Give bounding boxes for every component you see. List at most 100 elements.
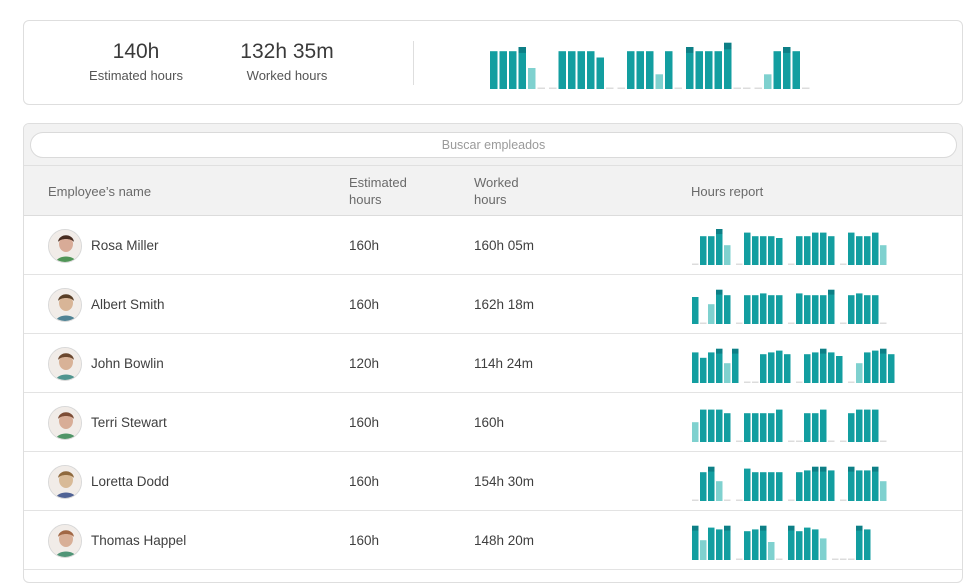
hours-bar bbox=[768, 236, 775, 265]
avatar-thomas bbox=[48, 524, 82, 558]
hours-bar bbox=[760, 472, 767, 501]
hours-bar bbox=[804, 236, 811, 265]
table-row[interactable]: Albert Smith 160h 162h 18m bbox=[24, 275, 962, 334]
estimated-hours: 160h bbox=[349, 474, 380, 489]
search-input[interactable] bbox=[30, 132, 957, 158]
hours-bar bbox=[646, 51, 654, 89]
hours-bar bbox=[768, 413, 775, 442]
hours-bar bbox=[872, 232, 879, 265]
hours-bar bbox=[724, 413, 731, 442]
table-row[interactable]: John Bowlin 120h 114h 24m bbox=[24, 334, 962, 393]
hours-bar bbox=[692, 422, 699, 442]
overtime-mark bbox=[724, 525, 731, 531]
hours-bar bbox=[848, 295, 855, 324]
hours-bar bbox=[686, 47, 694, 89]
hours-bar bbox=[848, 413, 855, 442]
hours-bar bbox=[665, 51, 673, 89]
overtime-mark bbox=[724, 42, 732, 50]
overtime-mark bbox=[848, 466, 855, 472]
hours-bar bbox=[714, 51, 722, 89]
hours-bar bbox=[692, 297, 699, 324]
empty-day-mark bbox=[724, 499, 731, 501]
hours-bar bbox=[760, 293, 767, 324]
avatar-rosa bbox=[48, 229, 82, 263]
hours-bar bbox=[700, 472, 707, 501]
hours-bar bbox=[820, 538, 827, 560]
empty-day-mark bbox=[776, 558, 783, 560]
table-row[interactable]: Loretta Dodd 160h 154h 30m bbox=[24, 452, 962, 511]
hours-bar bbox=[836, 356, 843, 383]
hours-bar bbox=[820, 466, 827, 501]
hours-bar bbox=[708, 527, 715, 560]
hours-bar bbox=[776, 409, 783, 442]
hours-bar bbox=[752, 236, 759, 265]
hours-bar bbox=[848, 232, 855, 265]
hours-bar bbox=[820, 348, 827, 383]
hours-bar bbox=[796, 531, 803, 560]
hours-bar bbox=[724, 525, 731, 560]
search-bar bbox=[24, 124, 962, 166]
estimated-hours-value: 140h bbox=[112, 40, 160, 63]
hours-bar bbox=[804, 413, 811, 442]
hours-bar bbox=[888, 354, 895, 383]
hours-bar bbox=[708, 409, 715, 442]
hours-bar bbox=[744, 468, 751, 501]
hours-bar bbox=[872, 466, 879, 501]
hours-bar bbox=[864, 470, 871, 501]
hours-bar bbox=[796, 236, 803, 265]
table-row[interactable]: Rosa Miller 160h 160h 05m bbox=[24, 216, 962, 275]
empty-day-mark bbox=[832, 558, 839, 560]
hours-bar bbox=[744, 295, 751, 324]
hours-bar bbox=[752, 472, 759, 501]
hours-bar bbox=[880, 481, 887, 501]
table-row[interactable]: Terri Stewart 160h 160h bbox=[24, 393, 962, 452]
overtime-mark bbox=[820, 348, 827, 354]
hours-bar bbox=[768, 295, 775, 324]
hours-bar bbox=[872, 409, 879, 442]
hours-report-chart bbox=[692, 229, 887, 265]
hours-bar bbox=[792, 51, 800, 89]
hours-bar bbox=[880, 245, 887, 265]
hours-bar bbox=[744, 531, 751, 560]
empty-day-mark bbox=[788, 322, 795, 324]
hours-bar bbox=[627, 51, 635, 89]
estimated-hours-label: Estimated hours bbox=[89, 68, 183, 83]
hours-bar bbox=[700, 409, 707, 442]
hours-bar bbox=[692, 525, 699, 560]
hours-bar bbox=[596, 57, 604, 89]
hours-bar bbox=[812, 232, 819, 265]
hours-bar bbox=[568, 51, 576, 89]
hours-bar bbox=[760, 354, 767, 383]
table-row[interactable]: Thomas Happel 160h 148h 20m bbox=[24, 511, 962, 570]
hours-report-chart bbox=[692, 289, 887, 324]
worked-hours: 114h 24m bbox=[474, 356, 534, 371]
hours-bar bbox=[716, 229, 723, 265]
empty-day-mark bbox=[736, 440, 743, 442]
empty-day-mark bbox=[788, 440, 795, 442]
table-body: Rosa Miller 160h 160h 05m Albert Smith 160h 1… bbox=[24, 216, 962, 570]
worked-hours-label: Worked hours bbox=[246, 68, 328, 83]
hours-bar bbox=[783, 47, 791, 89]
empty-day-mark bbox=[617, 87, 625, 89]
empty-day-mark bbox=[840, 263, 847, 265]
empty-day-mark bbox=[796, 440, 803, 442]
empty-day-mark bbox=[606, 87, 614, 89]
hours-bar bbox=[509, 51, 517, 89]
hours-bar bbox=[724, 363, 731, 383]
worked-hours: 148h 20m bbox=[474, 533, 535, 548]
hours-bar bbox=[796, 472, 803, 501]
empty-day-mark bbox=[796, 381, 803, 383]
hours-bar bbox=[732, 348, 739, 383]
hours-bar bbox=[716, 348, 723, 383]
empty-day-mark bbox=[880, 322, 887, 324]
hours-bar bbox=[752, 413, 759, 442]
avatar-albert bbox=[48, 288, 82, 322]
empty-day-mark bbox=[537, 87, 545, 89]
hours-bar bbox=[760, 236, 767, 265]
header-estimated-hours[interactable]: Estimated hours bbox=[349, 175, 407, 207]
overtime-mark bbox=[812, 466, 819, 472]
hours-bar bbox=[705, 51, 713, 89]
estimated-hours: 160h bbox=[349, 533, 380, 548]
header-employee-name[interactable]: Employee’s name bbox=[48, 184, 152, 199]
header-worked-hours[interactable]: Worked hours bbox=[474, 175, 519, 207]
